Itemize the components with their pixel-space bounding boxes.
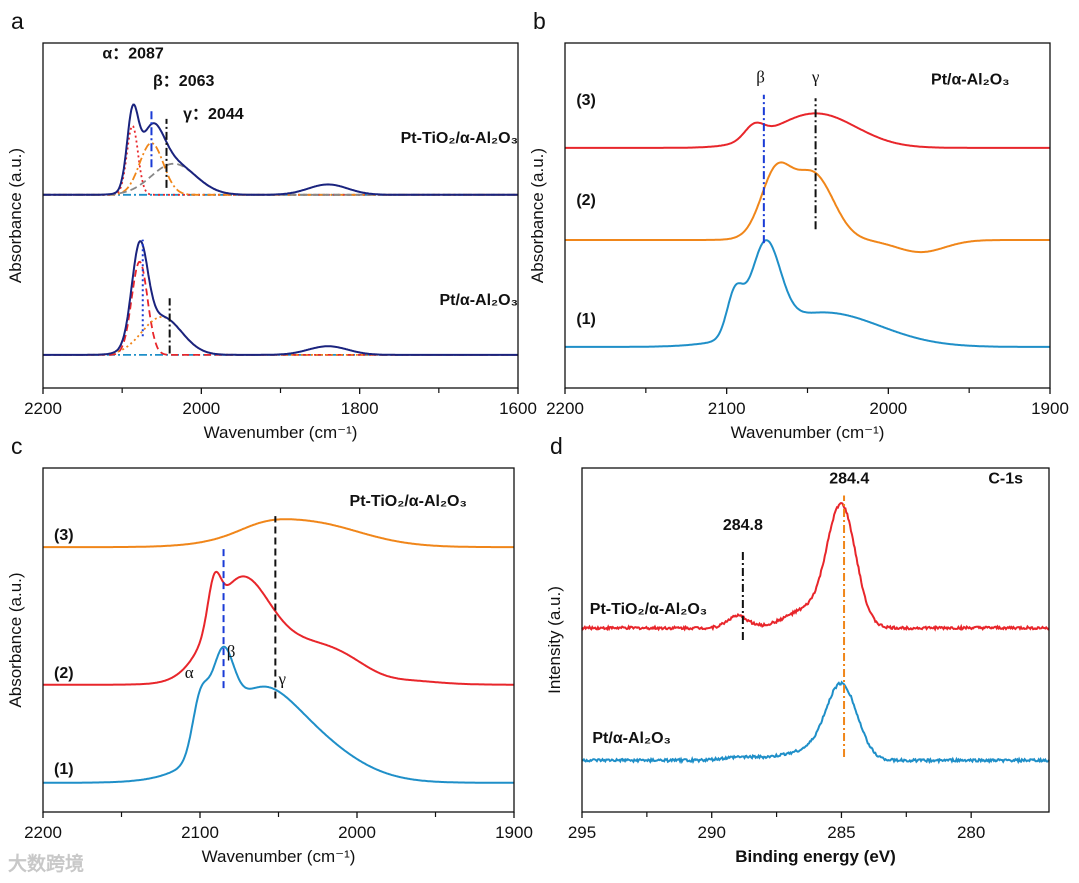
x-tick-label: 2200 [24,823,62,842]
annotation-label: (1) [54,761,74,778]
annotation-label: C-1s [988,470,1023,487]
x-tick-label: 2000 [338,823,376,842]
panel-b: 2200 2100 2000 1900 Wavenumber (cm⁻¹) Absorba… [528,8,1069,442]
annotation-label: α：2087 [102,46,164,63]
series-line [565,161,1050,254]
panel-letter: c [11,433,23,459]
annotation-label: (2) [54,665,74,682]
x-tick-label: 295 [568,823,596,842]
series-line [43,162,518,196]
panel-letter: d [550,433,563,459]
x-tick-label: 1800 [341,399,379,418]
x-tick-label: 2000 [182,399,220,418]
annotation-label: γ [278,670,287,689]
x-axis-label: Wavenumber (cm⁻¹) [202,847,356,866]
panel-d: 295 290 285 280 Binding energy (eV) Intensity… [545,433,1050,866]
series-line [43,518,514,549]
annotation-label: (1) [576,311,596,328]
x-tick-label: 1900 [1031,399,1069,418]
x-axis-label: Wavenumber (cm⁻¹) [731,423,885,442]
x-tick-label: 2000 [869,399,907,418]
y-axis-label: Intensity (a.u.) [545,586,564,694]
x-tick-label: 1600 [499,399,537,418]
x-tick-label: 2100 [708,399,746,418]
x-tick-label: 285 [827,823,855,842]
y-axis-label: Absorbance (a.u.) [528,148,547,283]
x-tick-label: 2200 [546,399,584,418]
annotation-label: Pt/α-Al₂O₃ [439,292,518,309]
annotation-label: 284.8 [723,517,763,534]
annotation-label: β [756,68,765,87]
annotation-label: α [185,663,194,682]
panel-letter: a [11,8,24,34]
annotation-label: γ：2044 [183,106,244,123]
x-axis-label: Binding energy (eV) [735,847,896,866]
watermark: 大数跨境 [8,852,84,875]
series-line [43,142,518,196]
series-line [43,645,514,784]
annotation-label: Pt/α-Al₂O₃ [592,730,671,747]
annotation-label: β [227,642,236,661]
x-axis-label: Wavenumber (cm⁻¹) [204,423,358,442]
series-line [565,112,1050,149]
series-line [43,103,518,196]
x-tick-label: 1900 [495,823,533,842]
x-tick-label: 2200 [24,399,62,418]
plot-frame [581,467,1050,813]
plot-frame [42,42,519,389]
annotation-label: Pt-TiO₂/α-Al₂O₃ [401,130,518,147]
annotation-label: 284.4 [829,470,869,487]
series-line [565,239,1050,348]
annotation-label: Pt/α-Al₂O₃ [931,71,1010,88]
annotation-label: (3) [576,92,596,109]
annotation-label: Pt-TiO₂/α-Al₂O₃ [590,601,707,618]
panel-letter: b [533,8,546,34]
annotation-label: Pt-TiO₂/α-Al₂O₃ [350,493,467,510]
annotation-label: (3) [54,527,74,544]
series-line [43,570,514,686]
x-tick-label: 280 [957,823,985,842]
y-axis-label: Absorbance (a.u.) [6,148,25,283]
x-tick-label: 290 [698,823,726,842]
x-tick-label: 2100 [181,823,219,842]
panel-c: 2200 2100 2000 1900 Wavenumber (cm⁻¹) Absorba… [6,433,533,866]
series-line [581,680,1050,765]
annotation-label: γ [811,68,820,87]
series-line [43,240,518,356]
panel-a: 2200 2000 1800 1600 Wavenumber (cm⁻¹) Absorba… [6,8,537,442]
y-axis-label: Absorbance (a.u.) [6,572,25,707]
series-line [43,315,518,356]
annotation-label: β：2063 [153,73,214,90]
series-line [581,502,1050,632]
annotation-label: (2) [576,192,596,209]
plot-frame [564,42,1051,389]
